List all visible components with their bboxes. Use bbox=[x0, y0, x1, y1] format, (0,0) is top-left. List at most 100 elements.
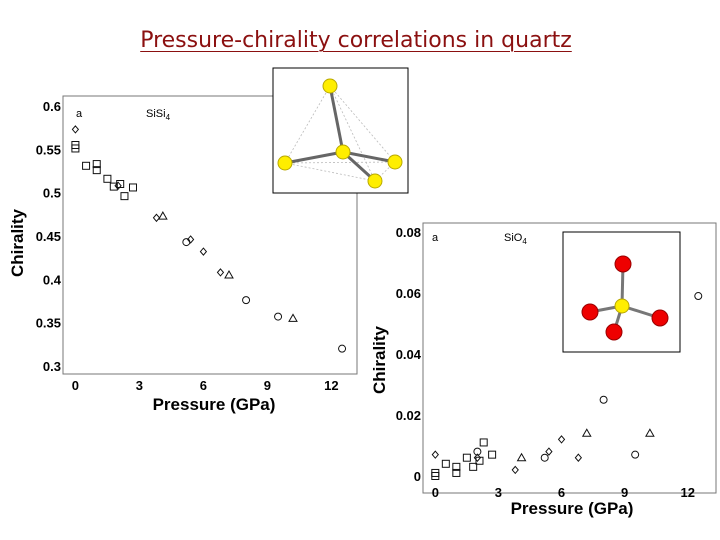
chart-sio4-diamond-point bbox=[431, 450, 439, 459]
chart-sio4-frame bbox=[422, 222, 717, 494]
chart-sisi4-x-ticks: 0 3 6 9 12 bbox=[72, 378, 339, 393]
si-atom-front bbox=[367, 173, 383, 189]
chart-sio4-x-ticks: 0 3 6 9 12 bbox=[432, 485, 695, 500]
chart-sio4-y-tick-label: 0 bbox=[414, 469, 421, 484]
chart-sisi4: a SiSi4 0.30.350.40.450.50.550.6 0 3 6 9 12 … bbox=[8, 67, 409, 414]
chart-sio4-y-ticks: 0 0.02 0.04 0.06 0.08 bbox=[396, 225, 422, 484]
chart-sisi4-y-tick-label: 0.45 bbox=[36, 229, 61, 244]
chart-sio4: a SiO4 0 0.02 0.04 0.06 0.08 0 3 6 9 12 Pressure… bbox=[370, 222, 717, 518]
chart-sio4-diamond-point bbox=[574, 453, 583, 462]
chart-sio4-circle-point bbox=[540, 453, 549, 462]
o-atom-bottom bbox=[605, 323, 623, 341]
chart-sio4-square-point bbox=[431, 472, 440, 480]
chart-sisi4-marks bbox=[71, 125, 347, 353]
chart-sisi4-y-tick-label: 0.35 bbox=[36, 316, 61, 331]
chart-sisi4-square-point bbox=[129, 183, 137, 192]
chart-sio4-diamond-point bbox=[511, 465, 519, 475]
chart-sio4-y-tick-label: 0.04 bbox=[396, 347, 422, 362]
chart-sisi4-square-point bbox=[71, 144, 80, 153]
chart-sisi4-diamond-point bbox=[186, 235, 195, 244]
chart-sio4-square-point bbox=[441, 459, 450, 468]
chart-sisi4-x-tick-label: 3 bbox=[136, 378, 143, 393]
chart-sisi4-diamond-point bbox=[152, 213, 161, 223]
sio4-structure-inset bbox=[562, 231, 681, 353]
chart-sisi4-y-tick-label: 0.4 bbox=[43, 272, 62, 287]
si-atom-center bbox=[335, 144, 351, 160]
chart-sio4-formula: SiO4 bbox=[504, 232, 527, 246]
chart-sio4-square-point bbox=[469, 462, 478, 471]
chart-sio4-square-point bbox=[452, 468, 461, 477]
slide-title: Pressure-chirality correlations in quart… bbox=[140, 28, 572, 53]
chart-sio4-y-axis-label: Chirality bbox=[370, 325, 389, 394]
chart-sio4-triangle-point bbox=[645, 428, 655, 437]
chart-sisi4-x-tick-label: 0 bbox=[72, 378, 79, 393]
o-atom-left bbox=[581, 303, 599, 321]
chart-sio4-y-tick-label: 0.08 bbox=[396, 225, 421, 240]
chart-sisi4-triangle-point bbox=[158, 211, 168, 220]
chart-sisi4-square-point bbox=[103, 174, 112, 183]
chart-sio4-square-point bbox=[452, 462, 461, 471]
sisi4-inset-frame bbox=[272, 67, 409, 194]
chart-sio4-square-point bbox=[462, 453, 471, 462]
si-atom-top bbox=[322, 78, 338, 94]
chart-sio4-circle-point bbox=[631, 450, 640, 459]
chart-sio4-circle-point bbox=[694, 292, 703, 301]
o-atom-top bbox=[614, 255, 632, 273]
chart-sisi4-y-tick-label: 0.55 bbox=[36, 142, 61, 157]
chart-sio4-x-tick-label: 12 bbox=[681, 485, 695, 500]
chart-sisi4-circle-point bbox=[242, 296, 251, 305]
chart-sio4-x-tick-label: 9 bbox=[621, 485, 628, 500]
sisi4-structure-inset bbox=[272, 67, 409, 194]
chart-sisi4-triangle-point bbox=[224, 269, 234, 279]
chart-sisi4-square-point bbox=[109, 182, 118, 191]
si-atom-right bbox=[387, 154, 403, 170]
chart-sisi4-panel-label: a bbox=[76, 108, 83, 120]
chart-sisi4-square-point bbox=[82, 161, 91, 170]
chart-sisi4-diamond-point bbox=[199, 247, 208, 256]
chart-sisi4-formula-sub: 4 bbox=[166, 113, 171, 122]
chart-sisi4-x-tick-label: 6 bbox=[200, 378, 207, 393]
chart-sisi4-circle-point bbox=[274, 312, 283, 321]
chart-sisi4-y-tick-label: 0.3 bbox=[43, 359, 61, 374]
chart-sisi4-x-tick-label: 9 bbox=[264, 378, 271, 393]
chart-sio4-x-tick-label: 0 bbox=[432, 485, 439, 500]
chart-sisi4-x-axis-label: Pressure (GPa) bbox=[153, 395, 276, 414]
o-atom-right bbox=[651, 309, 669, 327]
chart-sisi4-square-point bbox=[120, 192, 129, 201]
chart-sio4-diamond-point bbox=[557, 435, 566, 444]
chart-sisi4-diamond-point bbox=[71, 125, 80, 134]
si-atom-center bbox=[614, 298, 630, 314]
chart-sisi4-formula-main: SiSi bbox=[146, 108, 166, 120]
chart-sio4-diamond-point bbox=[545, 447, 553, 456]
chart-sio4-circle-point bbox=[473, 447, 482, 456]
chart-sio4-square-point bbox=[479, 438, 488, 447]
chart-sio4-x-tick-label: 6 bbox=[558, 485, 565, 500]
chart-sisi4-frame bbox=[62, 95, 358, 375]
chart-sisi4-formula: SiSi4 bbox=[146, 108, 171, 122]
chart-sio4-x-axis-label: Pressure (GPa) bbox=[511, 499, 634, 518]
chart-sio4-circle-point bbox=[599, 395, 608, 404]
chart-sio4-x-tick-label: 3 bbox=[495, 485, 502, 500]
chart-sisi4-y-ticks: 0.3 0.35 0.4 0.45 0.5 0.55 0.6 bbox=[36, 99, 62, 374]
chart-sio4-panel-label: a bbox=[432, 232, 439, 244]
chart-sio4-triangle-point bbox=[581, 428, 592, 437]
chart-sio4-triangle-point bbox=[516, 452, 527, 462]
chart-sio4-marks bbox=[431, 292, 703, 480]
chart-sisi4-square-point bbox=[92, 160, 101, 169]
si-atom-left bbox=[277, 155, 293, 171]
chart-sio4-y-tick-label: 0.02 bbox=[396, 408, 421, 423]
chart-sio4-square-point bbox=[488, 450, 497, 459]
chart-sisi4-diamond-point bbox=[216, 268, 225, 277]
chart-sisi4-circle-point bbox=[182, 238, 191, 247]
chart-sisi4-x-tick-label: 12 bbox=[324, 378, 338, 393]
chart-sio4-y-tick-label: 0.06 bbox=[396, 286, 421, 301]
chart-sisi4-diamond-point bbox=[114, 181, 122, 191]
chart-sisi4-y-tick-label: 0.5 bbox=[43, 186, 61, 201]
chart-sio4-formula-sub: 4 bbox=[522, 237, 527, 246]
chart-sisi4-y-tick-label: 0.6 bbox=[43, 99, 61, 114]
chart-sisi4-triangle-point bbox=[288, 313, 298, 322]
chart-sisi4-circle-point bbox=[338, 344, 347, 353]
chart-sisi4-square-point bbox=[92, 166, 101, 175]
chart-sio4-formula-main: SiO bbox=[504, 232, 523, 244]
